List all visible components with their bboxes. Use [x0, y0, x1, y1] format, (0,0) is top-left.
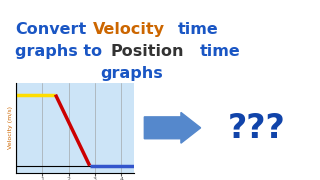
- Text: Position: Position: [110, 44, 183, 59]
- Y-axis label: Velocity (m/s): Velocity (m/s): [8, 106, 13, 149]
- Text: ???: ???: [228, 112, 286, 145]
- Text: Convert: Convert: [15, 22, 86, 37]
- Text: Velocity: Velocity: [93, 22, 165, 37]
- Text: graphs: graphs: [100, 66, 163, 81]
- Text: time: time: [178, 22, 219, 37]
- Text: graphs to: graphs to: [15, 44, 102, 59]
- Text: time: time: [200, 44, 241, 59]
- FancyArrow shape: [144, 112, 201, 143]
